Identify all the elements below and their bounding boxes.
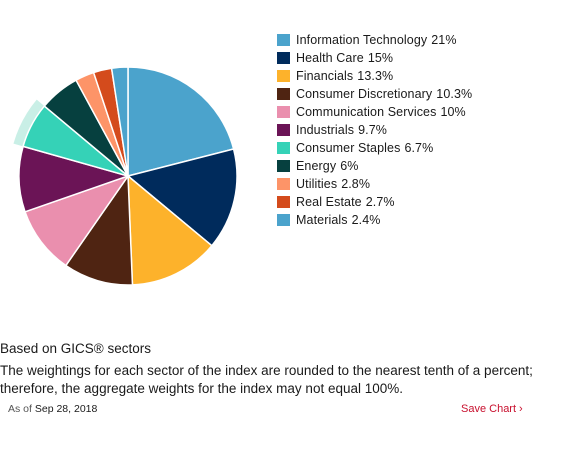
legend-text: Financials 13.3%	[296, 69, 393, 83]
legend-item-energy[interactable]: Energy 6%	[277, 157, 557, 175]
legend-text: Consumer Staples 6.7%	[296, 141, 433, 155]
legend-swatch	[277, 214, 290, 226]
weighting-note: The weightings for each sector of the in…	[0, 363, 533, 396]
legend-item-consumer-staples[interactable]: Consumer Staples 6.7%	[277, 139, 557, 157]
legend-value: 2.4%	[351, 213, 381, 227]
legend-swatch	[277, 34, 290, 46]
legend-text: Industrials 9.7%	[296, 123, 387, 137]
legend-item-health-care[interactable]: Health Care 15%	[277, 49, 557, 67]
sector-basis-text: Based on GICS® sectors	[0, 341, 152, 356]
legend-label: Consumer Staples	[296, 141, 401, 155]
legend-item-consumer-discretionary[interactable]: Consumer Discretionary 10.3%	[277, 85, 557, 103]
save-chart-label: Save Chart	[461, 403, 517, 415]
legend-swatch	[277, 196, 290, 208]
chart-legend: Information Technology 21% Health Care 15% F…	[277, 31, 557, 229]
legend-value: 2.7%	[365, 195, 395, 209]
legend-label: Energy	[296, 159, 337, 173]
legend-item-financials[interactable]: Financials 13.3%	[277, 67, 557, 85]
legend-value: 15%	[367, 51, 394, 65]
legend-text: Real Estate 2.7%	[296, 195, 395, 209]
legend-item-communication-services[interactable]: Communication Services 10%	[277, 103, 557, 121]
legend-text: Information Technology 21%	[296, 33, 457, 47]
legend-label: Consumer Discretionary	[296, 87, 433, 101]
pie-slice-financials[interactable]	[127, 175, 213, 286]
as-of-date: As of Sep 28, 2018	[8, 403, 97, 415]
legend-label: Financials	[296, 69, 354, 83]
legend-swatch	[277, 178, 290, 190]
legend-value: 2.8%	[341, 177, 371, 191]
legend-value: 10.3%	[436, 87, 473, 101]
legend-item-industrials[interactable]: Industrials 9.7%	[277, 121, 557, 139]
legend-text: Utilities 2.8%	[296, 177, 370, 191]
pie-chart	[13, 66, 238, 286]
legend-text: Communication Services 10%	[296, 105, 466, 119]
legend-value: 6%	[340, 159, 359, 173]
legend-text: Health Care 15%	[296, 51, 393, 65]
legend-value: 10%	[440, 105, 466, 119]
save-chart-button[interactable]: Save Chart ›	[461, 403, 523, 415]
legend-swatch	[277, 142, 290, 154]
pie-slice-information-technology[interactable]	[127, 66, 235, 177]
legend-swatch	[277, 160, 290, 172]
legend-item-information-technology[interactable]: Information Technology 21%	[277, 31, 557, 49]
pie-slice-consumer-discretionary[interactable]	[65, 175, 134, 286]
legend-item-materials[interactable]: Materials 2.4%	[277, 211, 557, 229]
legend-swatch	[277, 106, 290, 118]
legend-label: Information Technology	[296, 33, 428, 47]
legend-value: 6.7%	[404, 141, 434, 155]
legend-text: Energy 6%	[296, 159, 359, 173]
pie-slice-highlight-consumer-staples	[13, 99, 45, 147]
legend-label: Utilities	[296, 177, 338, 191]
legend-swatch	[277, 88, 290, 100]
legend-value: 9.7%	[358, 123, 387, 137]
legend-value: 21%	[431, 33, 457, 47]
legend-label: Communication Services	[296, 105, 437, 119]
legend-item-real-estate[interactable]: Real Estate 2.7%	[277, 193, 557, 211]
legend-label: Health Care	[296, 51, 364, 65]
legend-label: Real Estate	[296, 195, 362, 209]
legend-label: Materials	[296, 213, 348, 227]
legend-text: Materials 2.4%	[296, 213, 381, 227]
as-of-label: As of	[8, 403, 32, 415]
legend-swatch	[277, 52, 290, 64]
chevron-right-icon: ›	[519, 403, 523, 415]
legend-value: 13.3%	[357, 69, 394, 83]
legend-swatch	[277, 70, 290, 82]
pie-slice-materials[interactable]	[110, 66, 129, 177]
legend-label: Industrials	[296, 123, 355, 137]
legend-swatch	[277, 124, 290, 136]
legend-item-utilities[interactable]: Utilities 2.8%	[277, 175, 557, 193]
as-of-date-value: Sep 28, 2018	[34, 403, 98, 415]
legend-text: Consumer Discretionary 10.3%	[296, 87, 472, 101]
pie-slice-health-care[interactable]	[127, 148, 238, 247]
